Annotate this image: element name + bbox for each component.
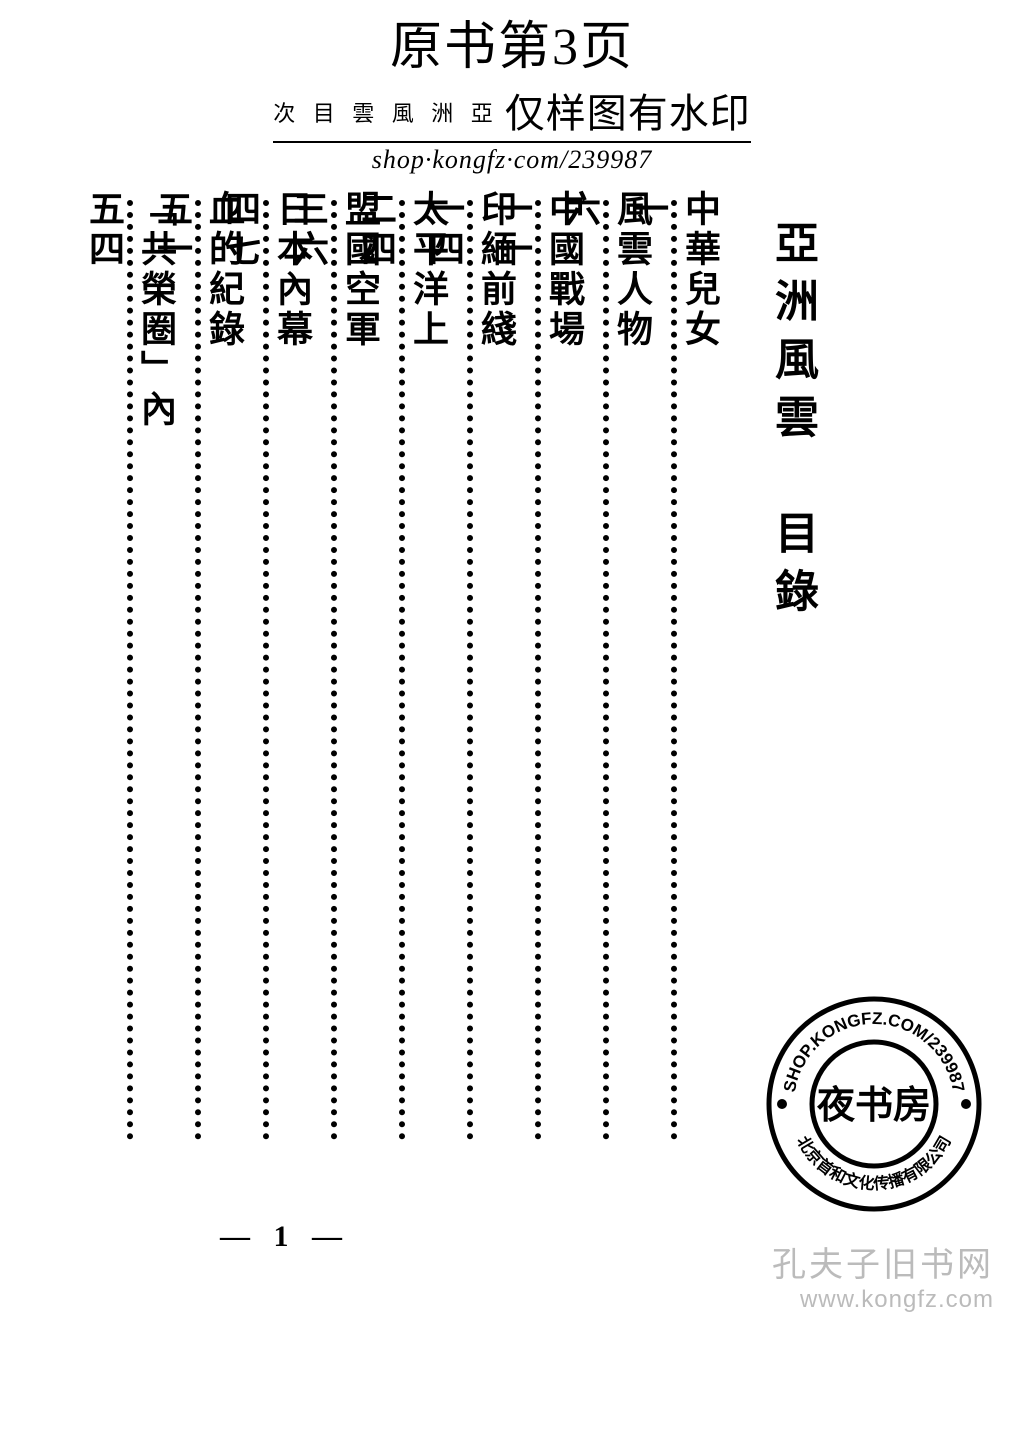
entry-page: 一一 bbox=[486, 190, 538, 1150]
bottom-watermark: 孔夫子旧书网 www.kongfz.com bbox=[772, 1237, 994, 1314]
svg-text:北京首和文化传播有限公司: 北京首和文化传播有限公司 bbox=[793, 1133, 955, 1193]
watermark-line1: 原书第3页 bbox=[0, 4, 1024, 79]
entry-page: 二四 bbox=[350, 190, 402, 1150]
entry-title: 中華兒女 bbox=[674, 190, 726, 1150]
entry-page: 五一 bbox=[146, 190, 198, 1150]
svg-text:夜书房: 夜书房 bbox=[816, 1085, 931, 1127]
watermark-line2-wrap: 次 目 雲 風 洲 亞仅样图有水印 bbox=[273, 81, 751, 143]
bottom-watermark-en: www.kongfz.com bbox=[772, 1286, 994, 1314]
page-number: — 1 — bbox=[220, 1220, 350, 1254]
watermark-line3: shop·kongfz·com/239987 bbox=[0, 145, 1024, 175]
entry-page: 一四 bbox=[418, 190, 470, 1150]
entry-page: 三六 bbox=[282, 190, 334, 1150]
entry-page: 五四 bbox=[78, 190, 130, 1150]
watermark-line2: 次 目 雲 風 洲 亞仅样图有水印 bbox=[273, 91, 751, 136]
toc-container: 亞洲風雲 目錄 中華兒女 一 風雲人物 六 中國戰場 一一 印緬前綫 一四 太平… bbox=[120, 190, 824, 1244]
watermark-line2-main: 仅样图有水印 bbox=[505, 91, 751, 136]
watermark-line2-small: 次 目 雲 風 洲 亞 bbox=[273, 101, 499, 126]
entry-page: 六 bbox=[554, 190, 606, 1150]
entry-page: 一 bbox=[622, 190, 674, 1150]
toc-entry: 中華兒女 一 bbox=[682, 190, 726, 1150]
entry-page: 四七 bbox=[214, 190, 266, 1150]
bottom-watermark-cn: 孔夫子旧书网 bbox=[772, 1237, 994, 1286]
top-watermark: 原书第3页 次 目 雲 風 洲 亞仅样图有水印 shop·kongfz·com/… bbox=[0, 0, 1024, 175]
watermark-stamp: SHOP.KONGFZ.COM/239987 北京首和文化传播有限公司 夜书房 bbox=[764, 994, 984, 1214]
